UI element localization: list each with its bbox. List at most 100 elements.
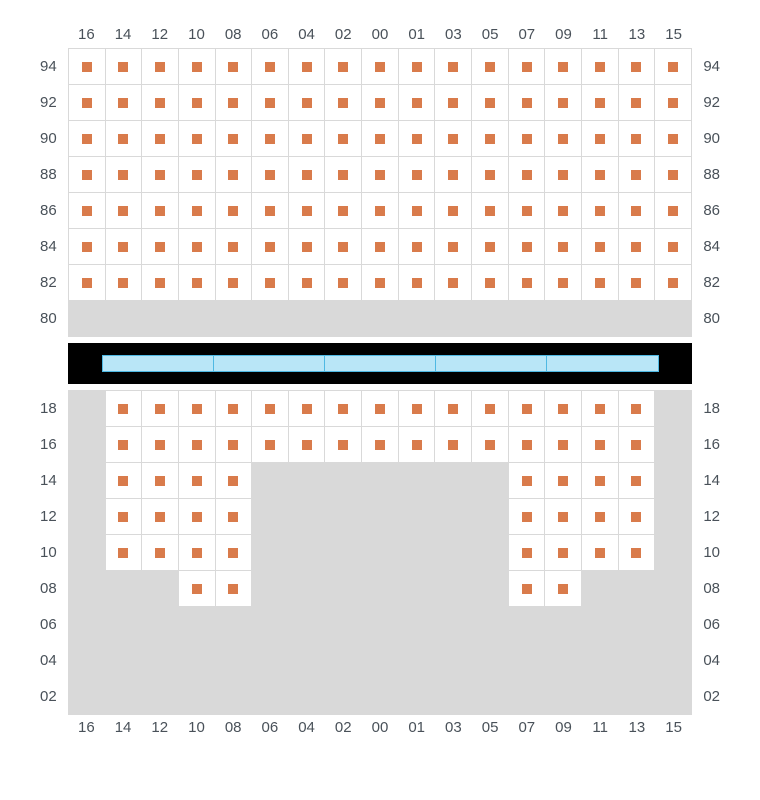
seat-cell[interactable] bbox=[69, 229, 106, 264]
seat-cell[interactable] bbox=[362, 391, 399, 426]
seat-cell[interactable] bbox=[362, 265, 399, 300]
seat-cell[interactable] bbox=[435, 229, 472, 264]
seat-cell[interactable] bbox=[142, 49, 179, 84]
seat-cell[interactable] bbox=[472, 157, 509, 192]
seat-cell[interactable] bbox=[619, 229, 656, 264]
seat-cell[interactable] bbox=[472, 265, 509, 300]
seat-cell[interactable] bbox=[252, 121, 289, 156]
seat-cell[interactable] bbox=[106, 463, 143, 498]
seat-cell[interactable] bbox=[472, 121, 509, 156]
seat-cell[interactable] bbox=[289, 49, 326, 84]
seat-cell[interactable] bbox=[399, 229, 436, 264]
seat-cell[interactable] bbox=[252, 157, 289, 192]
seat-cell[interactable] bbox=[142, 157, 179, 192]
seat-cell[interactable] bbox=[509, 463, 546, 498]
seat-cell[interactable] bbox=[325, 193, 362, 228]
seat-cell[interactable] bbox=[582, 157, 619, 192]
seat-cell[interactable] bbox=[289, 427, 326, 462]
seat-cell[interactable] bbox=[619, 157, 656, 192]
seat-cell[interactable] bbox=[179, 157, 216, 192]
seat-cell[interactable] bbox=[545, 463, 582, 498]
seat-cell[interactable] bbox=[509, 121, 546, 156]
seat-cell[interactable] bbox=[582, 499, 619, 534]
seat-cell[interactable] bbox=[545, 229, 582, 264]
seat-cell[interactable] bbox=[399, 193, 436, 228]
seat-cell[interactable] bbox=[362, 49, 399, 84]
seat-cell[interactable] bbox=[619, 265, 656, 300]
seat-cell[interactable] bbox=[325, 427, 362, 462]
seat-cell[interactable] bbox=[582, 535, 619, 570]
seat-cell[interactable] bbox=[106, 157, 143, 192]
seat-cell[interactable] bbox=[106, 535, 143, 570]
seat-cell[interactable] bbox=[362, 229, 399, 264]
seat-cell[interactable] bbox=[509, 229, 546, 264]
seat-cell[interactable] bbox=[252, 427, 289, 462]
seat-cell[interactable] bbox=[106, 85, 143, 120]
seat-cell[interactable] bbox=[69, 193, 106, 228]
seat-cell[interactable] bbox=[142, 85, 179, 120]
seat-cell[interactable] bbox=[545, 535, 582, 570]
seat-cell[interactable] bbox=[216, 157, 253, 192]
seat-cell[interactable] bbox=[252, 85, 289, 120]
seat-cell[interactable] bbox=[179, 535, 216, 570]
seat-cell[interactable] bbox=[362, 193, 399, 228]
seat-cell[interactable] bbox=[399, 265, 436, 300]
seat-cell[interactable] bbox=[106, 391, 143, 426]
seat-cell[interactable] bbox=[545, 157, 582, 192]
seat-cell[interactable] bbox=[655, 265, 691, 300]
seat-cell[interactable] bbox=[142, 229, 179, 264]
seat-cell[interactable] bbox=[216, 535, 253, 570]
seat-cell[interactable] bbox=[545, 571, 582, 606]
seat-cell[interactable] bbox=[179, 499, 216, 534]
seat-cell[interactable] bbox=[106, 193, 143, 228]
seat-cell[interactable] bbox=[325, 121, 362, 156]
seat-cell[interactable] bbox=[252, 229, 289, 264]
seat-cell[interactable] bbox=[509, 265, 546, 300]
seat-cell[interactable] bbox=[655, 157, 691, 192]
seat-cell[interactable] bbox=[289, 85, 326, 120]
seat-cell[interactable] bbox=[216, 265, 253, 300]
seat-cell[interactable] bbox=[435, 157, 472, 192]
seat-cell[interactable] bbox=[362, 85, 399, 120]
seat-cell[interactable] bbox=[179, 571, 216, 606]
seat-cell[interactable] bbox=[69, 121, 106, 156]
seat-cell[interactable] bbox=[216, 49, 253, 84]
seat-cell[interactable] bbox=[216, 427, 253, 462]
seat-cell[interactable] bbox=[142, 265, 179, 300]
seat-cell[interactable] bbox=[509, 157, 546, 192]
seat-cell[interactable] bbox=[619, 193, 656, 228]
seat-cell[interactable] bbox=[142, 121, 179, 156]
seat-cell[interactable] bbox=[216, 391, 253, 426]
seat-cell[interactable] bbox=[472, 229, 509, 264]
seat-cell[interactable] bbox=[252, 193, 289, 228]
seat-cell[interactable] bbox=[619, 85, 656, 120]
seat-cell[interactable] bbox=[509, 427, 546, 462]
seat-cell[interactable] bbox=[69, 49, 106, 84]
seat-cell[interactable] bbox=[399, 85, 436, 120]
seat-cell[interactable] bbox=[289, 121, 326, 156]
seat-cell[interactable] bbox=[582, 265, 619, 300]
seat-cell[interactable] bbox=[619, 535, 656, 570]
seat-cell[interactable] bbox=[472, 85, 509, 120]
seat-cell[interactable] bbox=[325, 229, 362, 264]
seat-cell[interactable] bbox=[545, 49, 582, 84]
seat-cell[interactable] bbox=[216, 463, 253, 498]
seat-cell[interactable] bbox=[325, 157, 362, 192]
seat-cell[interactable] bbox=[619, 49, 656, 84]
seat-cell[interactable] bbox=[142, 391, 179, 426]
seat-cell[interactable] bbox=[289, 265, 326, 300]
seat-cell[interactable] bbox=[582, 229, 619, 264]
seat-cell[interactable] bbox=[179, 193, 216, 228]
seat-cell[interactable] bbox=[142, 535, 179, 570]
seat-cell[interactable] bbox=[655, 229, 691, 264]
seat-cell[interactable] bbox=[362, 157, 399, 192]
seat-cell[interactable] bbox=[619, 391, 656, 426]
seat-cell[interactable] bbox=[325, 49, 362, 84]
seat-cell[interactable] bbox=[545, 391, 582, 426]
seat-cell[interactable] bbox=[655, 85, 691, 120]
seat-cell[interactable] bbox=[289, 193, 326, 228]
seat-cell[interactable] bbox=[142, 499, 179, 534]
seat-cell[interactable] bbox=[252, 265, 289, 300]
seat-cell[interactable] bbox=[106, 229, 143, 264]
seat-cell[interactable] bbox=[216, 121, 253, 156]
